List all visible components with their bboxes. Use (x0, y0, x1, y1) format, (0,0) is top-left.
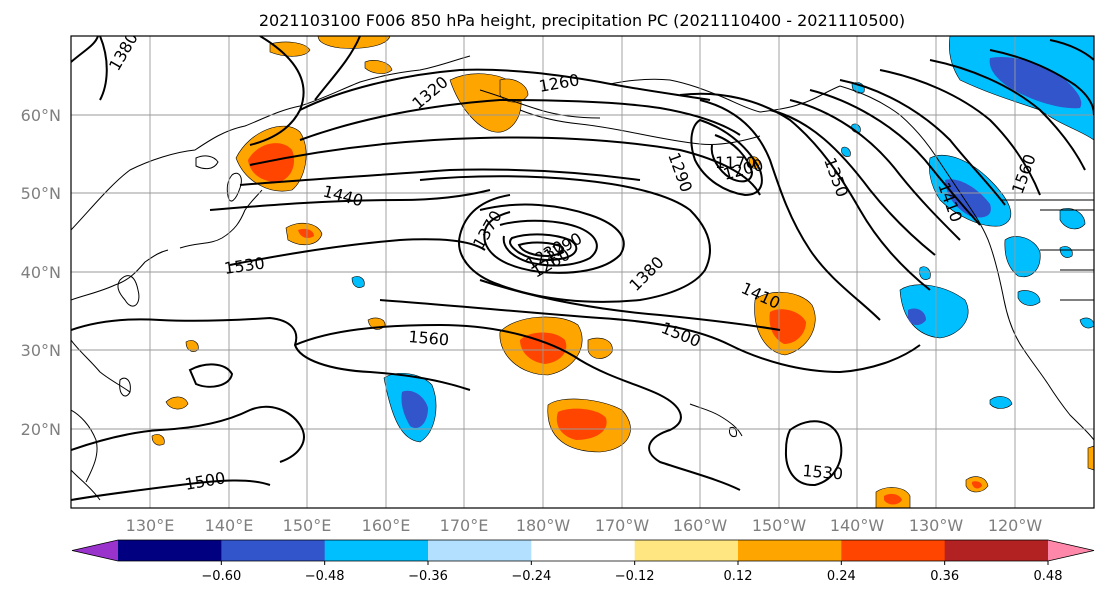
coastlines (71, 55, 1094, 501)
lon-label: 160°W (673, 516, 728, 535)
lon-label: 150°E (283, 516, 332, 535)
map-frame (70, 35, 1095, 509)
figure-title: 2021103100 F006 850 hPa height, precipit… (259, 11, 905, 30)
colorbar-tick-label: −0.60 (201, 569, 241, 584)
lon-label: 180°W (516, 516, 571, 535)
colorbar-tick-label: −0.48 (305, 569, 345, 584)
lat-label: 50°N (21, 184, 61, 203)
contour-label: 1530 (802, 461, 844, 483)
colorbar-segment (944, 540, 1049, 561)
colorbar-outline (71, 539, 1095, 562)
colorbar-extend-low (72, 540, 118, 561)
colorbar-segment (221, 540, 326, 561)
colorbar-extend-high (1048, 540, 1094, 561)
contour-label: 1560 (408, 327, 450, 349)
gridlines (71, 36, 1094, 508)
lat-label: 40°N (21, 263, 61, 282)
colorbar-tick-label: 0.24 (827, 569, 856, 584)
lon-label: 140°W (830, 516, 885, 535)
colorbar-tick-label: −0.24 (511, 569, 551, 584)
lon-label: 130°E (126, 516, 175, 535)
colorbar-segment (841, 540, 946, 561)
lon-label: 150°W (752, 516, 807, 535)
colorbar-segment (738, 540, 842, 561)
colorbar-segment (634, 540, 739, 561)
lon-label: 170°E (440, 516, 489, 535)
lon-label: 120°W (988, 516, 1043, 535)
colorbar: −0.60 −0.48 −0.36 −0.24 −0.12 0.12 0.24 0.36 0.4… (71, 539, 1095, 584)
lat-label: 20°N (21, 420, 61, 439)
colorbar-segment (531, 540, 636, 561)
height-contours (71, 36, 1094, 501)
colorbar-tick-label: −0.36 (408, 569, 448, 584)
lon-label: 170°W (595, 516, 650, 535)
lat-label: 60°N (21, 106, 61, 125)
lon-label: 130°W (909, 516, 964, 535)
colorbar-tick-label: 0.36 (930, 569, 959, 584)
latitude-labels: 60°N 50°N 40°N 30°N 20°N (21, 106, 61, 439)
precip-negative-areas (351, 36, 1094, 443)
lon-label: 140°E (205, 516, 254, 535)
colorbar-tick-label: 0.48 (1034, 569, 1063, 584)
lon-label: 160°E (362, 516, 411, 535)
map-content: 1380 1320 1260 1170 1200 1290 1350 1560 … (71, 36, 1094, 508)
longitude-labels: 130°E 140°E 150°E 160°E 170°E 180°W 170°… (126, 516, 1043, 535)
colorbar-tick-label: 0.12 (724, 569, 753, 584)
colorbar-segment (324, 540, 429, 561)
lat-label: 30°N (21, 341, 61, 360)
colorbar-segment (118, 540, 222, 561)
colorbar-segment (428, 540, 532, 561)
colorbar-tick-label: −0.12 (615, 569, 655, 584)
contour-label: 1170 (715, 153, 756, 172)
